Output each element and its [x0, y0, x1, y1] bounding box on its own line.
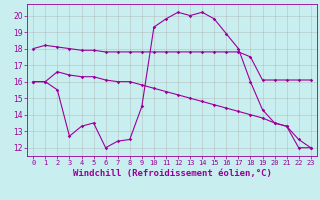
X-axis label: Windchill (Refroidissement éolien,°C): Windchill (Refroidissement éolien,°C) [73, 169, 271, 178]
